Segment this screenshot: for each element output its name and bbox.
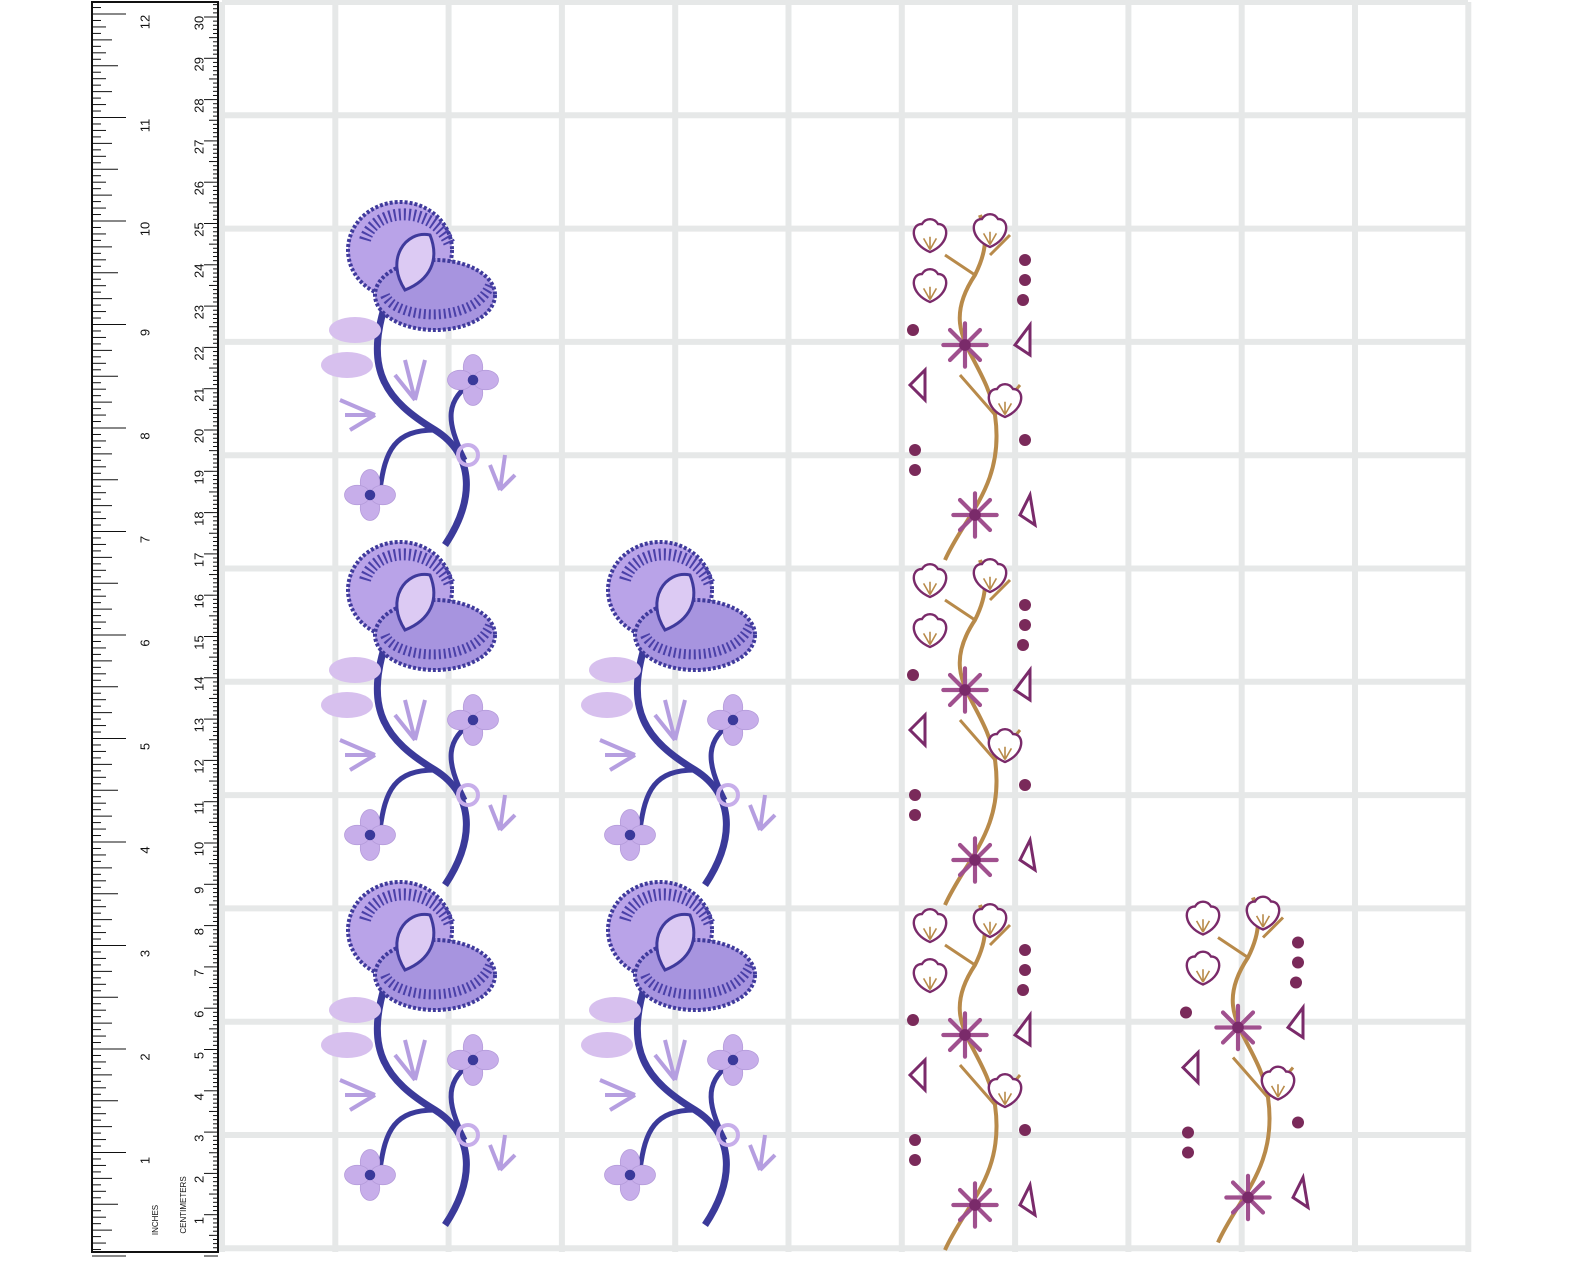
inch-label: 4 — [137, 846, 152, 853]
centimeter-label: 1 — [191, 1217, 206, 1224]
centimeter-label: 26 — [191, 181, 206, 195]
centimeter-label: 2 — [191, 1176, 206, 1183]
centimeter-label: 21 — [191, 387, 206, 401]
centimeter-label: 25 — [191, 222, 206, 236]
centimeter-label: 9 — [191, 887, 206, 894]
centimeter-label: 6 — [191, 1011, 206, 1018]
centimeter-label: 11 — [191, 801, 206, 815]
centimeter-label: 8 — [191, 928, 206, 935]
inch-label: 7 — [137, 536, 152, 543]
centimeter-label: 29 — [191, 57, 206, 71]
inch-label: 2 — [137, 1053, 152, 1060]
centimeter-label: 16 — [191, 594, 206, 608]
inch-label: 3 — [137, 950, 152, 957]
centimeter-label: 30 — [191, 16, 206, 30]
inch-label: 5 — [137, 743, 152, 750]
inch-label: 9 — [137, 329, 152, 336]
inch-label: 12 — [137, 15, 152, 29]
centimeter-label: 24 — [191, 264, 206, 278]
centimeter-label: 15 — [191, 635, 206, 649]
centimeter-label: 12 — [191, 759, 206, 773]
inches-label: INCHES — [151, 1205, 160, 1235]
ruler-body — [91, 1, 219, 1253]
centimeter-label: 19 — [191, 470, 206, 484]
inch-label: 10 — [137, 222, 152, 236]
centimeter-label: 27 — [191, 140, 206, 154]
rose-motif — [321, 202, 515, 545]
centimeter-label: 28 — [191, 98, 206, 112]
centimeter-label: 20 — [191, 429, 206, 443]
centimeters-label: CENTIMETERS — [179, 1176, 188, 1233]
centimeter-label: 14 — [191, 677, 206, 691]
centimeter-label: 5 — [191, 1052, 206, 1059]
centimeter-label: 23 — [191, 305, 206, 319]
centimeter-label: 18 — [191, 511, 206, 525]
inch-label: 11 — [137, 119, 152, 133]
rose-motif — [321, 882, 515, 1225]
inch-label: 8 — [137, 432, 152, 439]
inch-label: 6 — [137, 639, 152, 646]
inch-label: 1 — [137, 1157, 152, 1164]
ruler: INCHES CENTIMETERS 123456789101112123456… — [91, 1, 219, 1257]
rose-motif — [321, 542, 515, 885]
designs — [321, 202, 1308, 1250]
centimeter-label: 7 — [191, 969, 206, 976]
centimeter-label: 22 — [191, 346, 206, 360]
centimeter-label: 3 — [191, 1134, 206, 1141]
centimeter-label: 17 — [191, 553, 206, 567]
centimeter-label: 10 — [191, 842, 206, 856]
centimeter-label: 4 — [191, 1093, 206, 1100]
centimeter-label: 13 — [191, 718, 206, 732]
